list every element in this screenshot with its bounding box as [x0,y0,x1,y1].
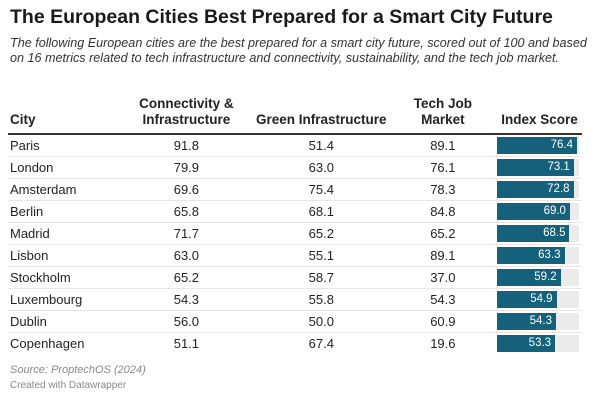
index-cell: 76.4 [496,134,582,157]
data-table: City Connectivity & Infrastructure Green… [8,96,582,354]
connectivity-cell: 63.0 [118,244,254,267]
table-row: Luxembourg 54.3 55.8 54.3 54.9 [8,288,582,311]
index-bar: 54.9 [496,291,557,308]
chart-subtitle: The following European cities are the be… [10,36,587,65]
city-cell: Amsterdam [8,178,119,201]
source-note: Source: ProptechOS (2024) [10,364,146,376]
index-bar-track: 59.2 [496,269,579,286]
city-cell: Lisbon [8,244,119,267]
tech-cell: 54.3 [388,288,497,311]
index-bar: 54.3 [496,313,557,330]
index-bar-track: 53.3 [496,335,579,352]
index-bar: 68.5 [496,225,570,242]
tech-cell: 65.2 [388,222,497,245]
city-cell: London [8,156,119,179]
connectivity-cell: 65.2 [118,266,254,289]
tech-cell: 37.0 [388,266,497,289]
city-cell: Dublin [8,310,119,333]
credit-note: Created with Datawrapper [10,380,127,391]
index-bar: 59.2 [496,269,561,286]
index-bar: 76.4 [496,137,577,154]
index-cell: 72.8 [496,178,582,201]
green-cell: 51.4 [253,134,389,157]
index-cell: 73.1 [496,156,582,179]
city-cell: Luxembourg [8,288,119,311]
table-row: London 79.9 63.0 76.1 73.1 [8,156,582,179]
city-cell: Stockholm [8,266,119,289]
connectivity-cell: 51.1 [173,336,200,351]
table-row: Amsterdam 69.6 75.4 78.3 72.8 [8,178,582,201]
header-row: City Connectivity & Infrastructure Green… [8,96,582,135]
green-cell: 65.2 [253,222,389,245]
index-bar-track: 72.8 [496,181,579,198]
city-cell: Paris [8,134,119,157]
index-bar: 53.3 [496,335,556,352]
index-bar-track: 76.4 [496,137,579,154]
table-row: Copenhagen 51.1 67.4 19.6 53.3 [8,333,582,355]
table-row: Berlin 65.8 68.1 84.8 69.0 [8,200,582,223]
column-header-green[interactable]: Green Infrastructure [253,96,389,135]
index-bar: 69.0 [496,203,570,220]
city-cell: Madrid [8,222,119,245]
chart-title: The European Cities Best Prepared for a … [10,6,553,28]
tech-cell: 76.1 [388,156,497,179]
table-row: Dublin 56.0 50.0 60.9 54.3 [8,310,582,333]
tech-cell: 89.1 [388,244,497,267]
tech-cell: 19.6 [430,336,456,351]
table-row: Paris 91.8 51.4 89.1 76.4 [8,134,582,157]
green-cell: 50.0 [253,310,389,333]
column-header-index[interactable]: Index Score [496,96,582,135]
index-bar-track: 68.5 [496,225,579,242]
index-cell: 59.2 [496,266,582,289]
green-cell: 63.0 [253,156,389,179]
index-cell: 63.3 [496,244,582,267]
green-cell: 68.1 [253,200,389,223]
green-cell: 55.1 [253,244,389,267]
tech-cell: 78.3 [388,178,497,201]
index-cell: 54.3 [496,310,582,333]
index-cell: 68.5 [496,222,582,245]
column-header-connectivity[interactable]: Connectivity & Infrastructure [118,96,254,135]
green-cell: 67.4 [308,336,334,351]
green-cell: 55.8 [253,288,389,311]
connectivity-cell: 91.8 [118,134,254,157]
connectivity-cell: 65.8 [118,200,254,223]
city-cell: Copenhagen [10,336,85,351]
connectivity-cell: 54.3 [118,288,254,311]
table-row: Lisbon 63.0 55.1 89.1 63.3 [8,244,582,267]
connectivity-cell: 71.7 [118,222,254,245]
green-cell: 58.7 [253,266,389,289]
connectivity-cell: 79.9 [118,156,254,179]
index-bar-track: 54.3 [496,313,579,330]
index-bar-track: 54.9 [496,291,579,308]
index-bar-track: 63.3 [496,247,579,264]
tech-cell: 84.8 [388,200,497,223]
city-cell: Berlin [8,200,119,223]
index-cell: 53.3 [496,333,582,355]
table-row: Madrid 71.7 65.2 65.2 68.5 [8,222,582,245]
column-header-city[interactable]: City [8,96,119,135]
tech-cell: 89.1 [388,134,497,157]
index-bar: 72.8 [496,181,574,198]
index-bar-track: 73.1 [496,159,579,176]
index-bar: 73.1 [496,159,574,176]
index-cell: 69.0 [496,200,582,223]
green-cell: 75.4 [253,178,389,201]
table-row: Stockholm 65.2 58.7 37.0 59.2 [8,266,582,289]
connectivity-cell: 56.0 [118,310,254,333]
column-header-tech[interactable]: Tech Job Market [388,96,497,135]
tech-cell: 60.9 [388,310,497,333]
connectivity-cell: 69.6 [118,178,254,201]
index-bar: 63.3 [496,247,565,264]
index-cell: 54.9 [496,288,582,311]
index-bar-track: 69.0 [496,203,579,220]
